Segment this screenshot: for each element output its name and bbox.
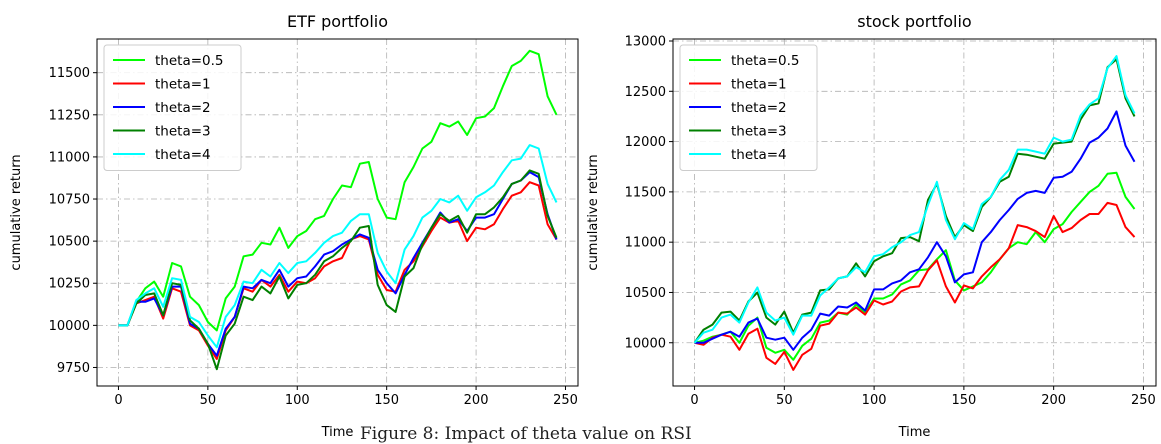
plot-frame xyxy=(96,38,579,387)
y-tick-label: 10250 xyxy=(49,277,90,292)
series-line-theta=4 xyxy=(693,55,1136,344)
y-axis-title: cumulative return xyxy=(9,154,24,270)
series-line-theta=4 xyxy=(118,144,558,349)
y-tick-label: 11000 xyxy=(49,150,90,165)
x-axis-title: Time xyxy=(321,425,354,440)
legend-label: theta=0.5 xyxy=(731,53,800,69)
x-tick-label: 100 xyxy=(285,393,310,408)
legend-label: theta=1 xyxy=(155,77,211,93)
y-tick-label: 10000 xyxy=(625,336,666,351)
x-tick-label: 150 xyxy=(374,393,399,408)
legend-label: theta=2 xyxy=(155,100,211,116)
series-line-theta=2 xyxy=(694,110,1136,351)
y-tick-label: 10750 xyxy=(49,193,90,208)
x-tick-label: 200 xyxy=(1041,393,1066,408)
y-tick-label: 9750 xyxy=(57,361,90,376)
legend-label: theta=2 xyxy=(731,100,787,116)
series-line-theta=3 xyxy=(118,169,558,371)
x-axis-title: Time xyxy=(898,425,931,440)
figure-caption: Figure 8: Impact of theta value on RSI xyxy=(360,424,692,444)
y-tick-label: 11500 xyxy=(49,66,90,81)
legend: theta=0.5 theta=1 theta=2 theta=3 theta=4 xyxy=(103,44,242,171)
legend-label: theta=3 xyxy=(155,124,211,140)
legend-label: theta=3 xyxy=(731,124,787,140)
etf-portfolio-chart: 0 50 100 150 200 250 9750 10000 10250 10500 10750 1… xyxy=(9,12,579,440)
x-tick-label: 250 xyxy=(553,393,578,408)
y-tick-label: 11500 xyxy=(625,185,666,200)
plot-frame xyxy=(672,38,1157,387)
legend: theta=0.5 theta=1 theta=2 theta=3 theta=4 xyxy=(679,44,818,171)
x-tick-label: 200 xyxy=(464,393,489,408)
x-tick-label: 100 xyxy=(862,393,887,408)
legend-label: theta=0.5 xyxy=(155,53,224,69)
series-line-theta=0.5 xyxy=(118,49,558,332)
series-line-theta=1 xyxy=(694,201,1136,371)
x-tick-label: 50 xyxy=(776,393,793,408)
chart-title: stock portfolio xyxy=(857,12,971,31)
x-tick-label: 250 xyxy=(1131,393,1156,408)
y-tick-label: 12500 xyxy=(625,85,666,100)
legend-label: theta=4 xyxy=(731,147,787,163)
y-tick-label: 10000 xyxy=(49,319,90,334)
y-tick-label: 11000 xyxy=(625,236,666,251)
stock-portfolio-chart: 0 50 100 150 200 250 10000 10500 11000 11500 12000… xyxy=(586,12,1157,440)
chart-title: ETF portfolio xyxy=(287,12,388,31)
x-tick-label: 150 xyxy=(951,393,976,408)
legend-label: theta=1 xyxy=(731,77,787,93)
y-tick-label: 11250 xyxy=(49,108,90,123)
x-tick-label: 0 xyxy=(114,393,122,408)
series-line-theta=1 xyxy=(118,181,558,360)
x-tick-label: 0 xyxy=(690,393,698,408)
y-tick-label: 12000 xyxy=(625,135,666,150)
y-tick-label: 10500 xyxy=(625,286,666,301)
legend-box xyxy=(679,44,818,171)
y-axis-title: cumulative return xyxy=(586,154,601,270)
y-tick-label: 13000 xyxy=(625,35,666,50)
legend-label: theta=4 xyxy=(155,147,211,163)
x-tick-label: 50 xyxy=(200,393,217,408)
series-line-theta=0.5 xyxy=(694,171,1136,361)
series-line-theta=3 xyxy=(693,58,1136,344)
legend-box xyxy=(103,44,242,171)
series-line-theta=2 xyxy=(118,171,558,357)
y-tick-label: 10500 xyxy=(49,235,90,250)
